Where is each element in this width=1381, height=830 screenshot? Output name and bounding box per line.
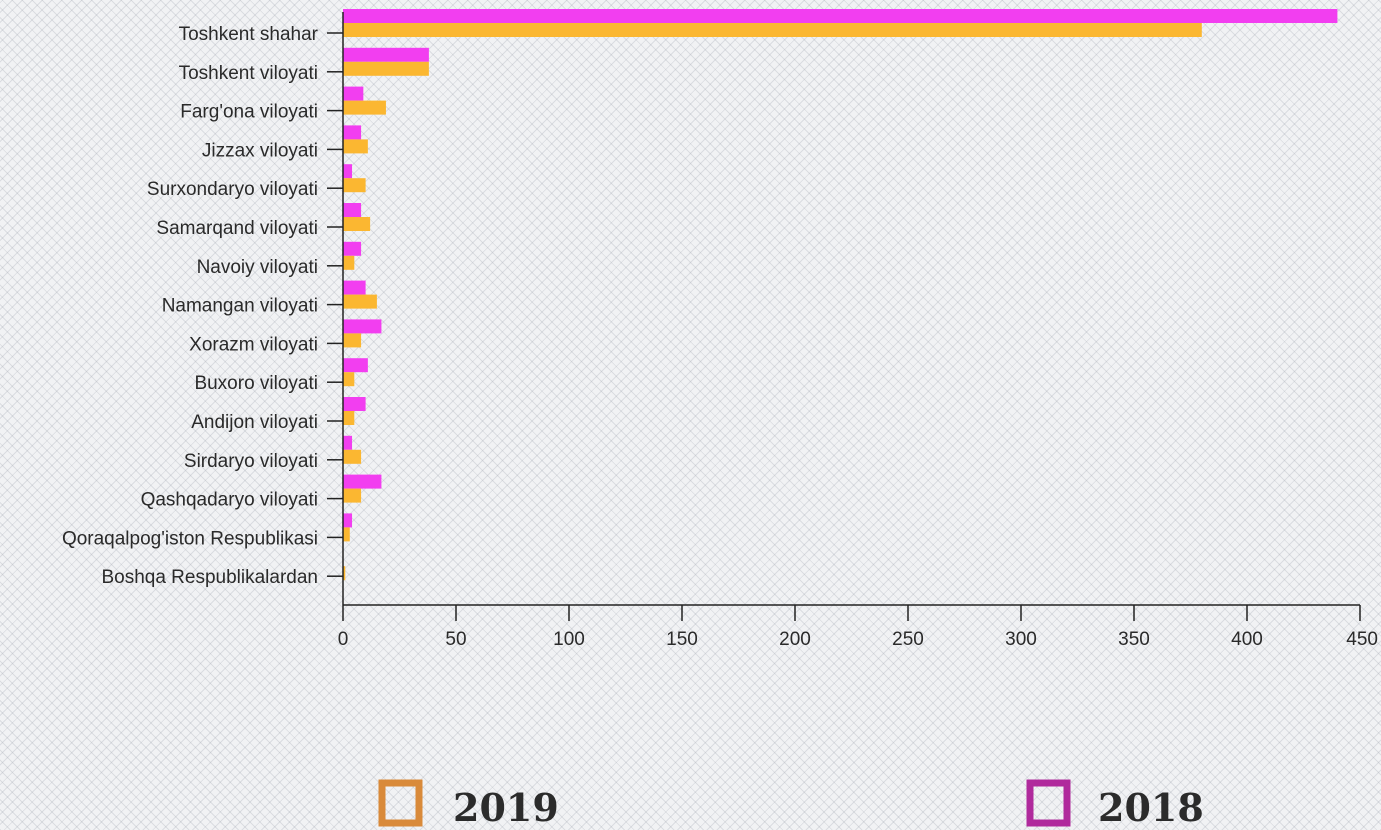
- bar-2018-13: [343, 513, 353, 528]
- bar-2019-3: [343, 139, 368, 154]
- legend-label-2018: 2018: [1098, 785, 1204, 830]
- category-label: Navoiy viloyati: [197, 257, 318, 278]
- bar-2019-8: [343, 333, 362, 348]
- category-label: Xorazm viloyati: [189, 334, 318, 355]
- bar-2018-5: [343, 203, 362, 217]
- x-tick-label: 250: [892, 629, 924, 650]
- bar-2018-8: [343, 319, 382, 334]
- bars-layer: [343, 9, 1338, 581]
- category-label: Toshkent viloyati: [179, 63, 318, 84]
- x-tick-label: 400: [1231, 629, 1263, 650]
- x-tick-label: 350: [1118, 629, 1150, 650]
- bar-2018-2: [343, 86, 364, 101]
- bar-2019-6: [343, 255, 355, 270]
- x-tick-label: 50: [445, 629, 466, 650]
- legend: 2019 2018: [378, 779, 1204, 830]
- category-label: Boshqa Respublikalardan: [101, 567, 318, 588]
- bar-2019-4: [343, 178, 366, 193]
- bar-2018-4: [343, 164, 353, 179]
- category-label: Qashqadaryo viloyati: [141, 490, 318, 511]
- bar-2018-9: [343, 358, 368, 373]
- legend-swatch-2019: [378, 779, 423, 827]
- bar-2018-0: [343, 9, 1338, 23]
- bar-2019-11: [343, 449, 362, 464]
- category-label: Namangan viloyati: [162, 296, 318, 317]
- bar-2018-12: [343, 474, 382, 489]
- bar-2018-1: [343, 47, 429, 62]
- x-tick-label: 300: [1005, 629, 1037, 650]
- bar-2018-11: [343, 435, 353, 450]
- bar-2019-13: [343, 527, 350, 542]
- category-label: Jizzax viloyati: [202, 140, 318, 161]
- x-tick-label: 450: [1346, 629, 1378, 650]
- bar-2019-5: [343, 217, 371, 231]
- x-tick-label: 100: [553, 629, 585, 650]
- bar-2018-6: [343, 241, 362, 256]
- bar-2019-7: [343, 294, 377, 309]
- bar-2019-10: [343, 411, 355, 425]
- category-label: Qoraqalpog'iston Respublikasi: [62, 528, 318, 549]
- axes-layer: Toshkent shahar Toshkent viloyati Farg'ona…: [62, 12, 1378, 650]
- bar-2019-2: [343, 100, 386, 115]
- bar-2018-3: [343, 125, 362, 140]
- bar-2019-0: [343, 23, 1202, 37]
- legend-label-2019: 2019: [453, 785, 559, 830]
- category-label: Toshkent shahar: [179, 24, 319, 45]
- bar-2019-14: [343, 566, 346, 581]
- x-tick-label: 0: [338, 629, 349, 650]
- bar-2018-7: [343, 280, 366, 295]
- category-label: Farg'ona viloyati: [180, 102, 318, 123]
- legend-swatch-2018: [1026, 779, 1071, 827]
- category-label: Sirdaryo viloyati: [184, 451, 318, 472]
- category-label: Andijon viloyati: [191, 412, 318, 433]
- category-label: Samarqand viloyati: [156, 218, 318, 239]
- category-label: Surxondaryo viloyati: [147, 179, 318, 200]
- bar-2019-12: [343, 488, 362, 503]
- bar-2019-1: [343, 61, 429, 76]
- x-tick-label: 200: [779, 629, 811, 650]
- bar-2019-9: [343, 372, 355, 387]
- bar-2018-10: [343, 397, 366, 411]
- x-tick-label: 150: [666, 629, 698, 650]
- category-label: Buxoro viloyati: [194, 373, 318, 394]
